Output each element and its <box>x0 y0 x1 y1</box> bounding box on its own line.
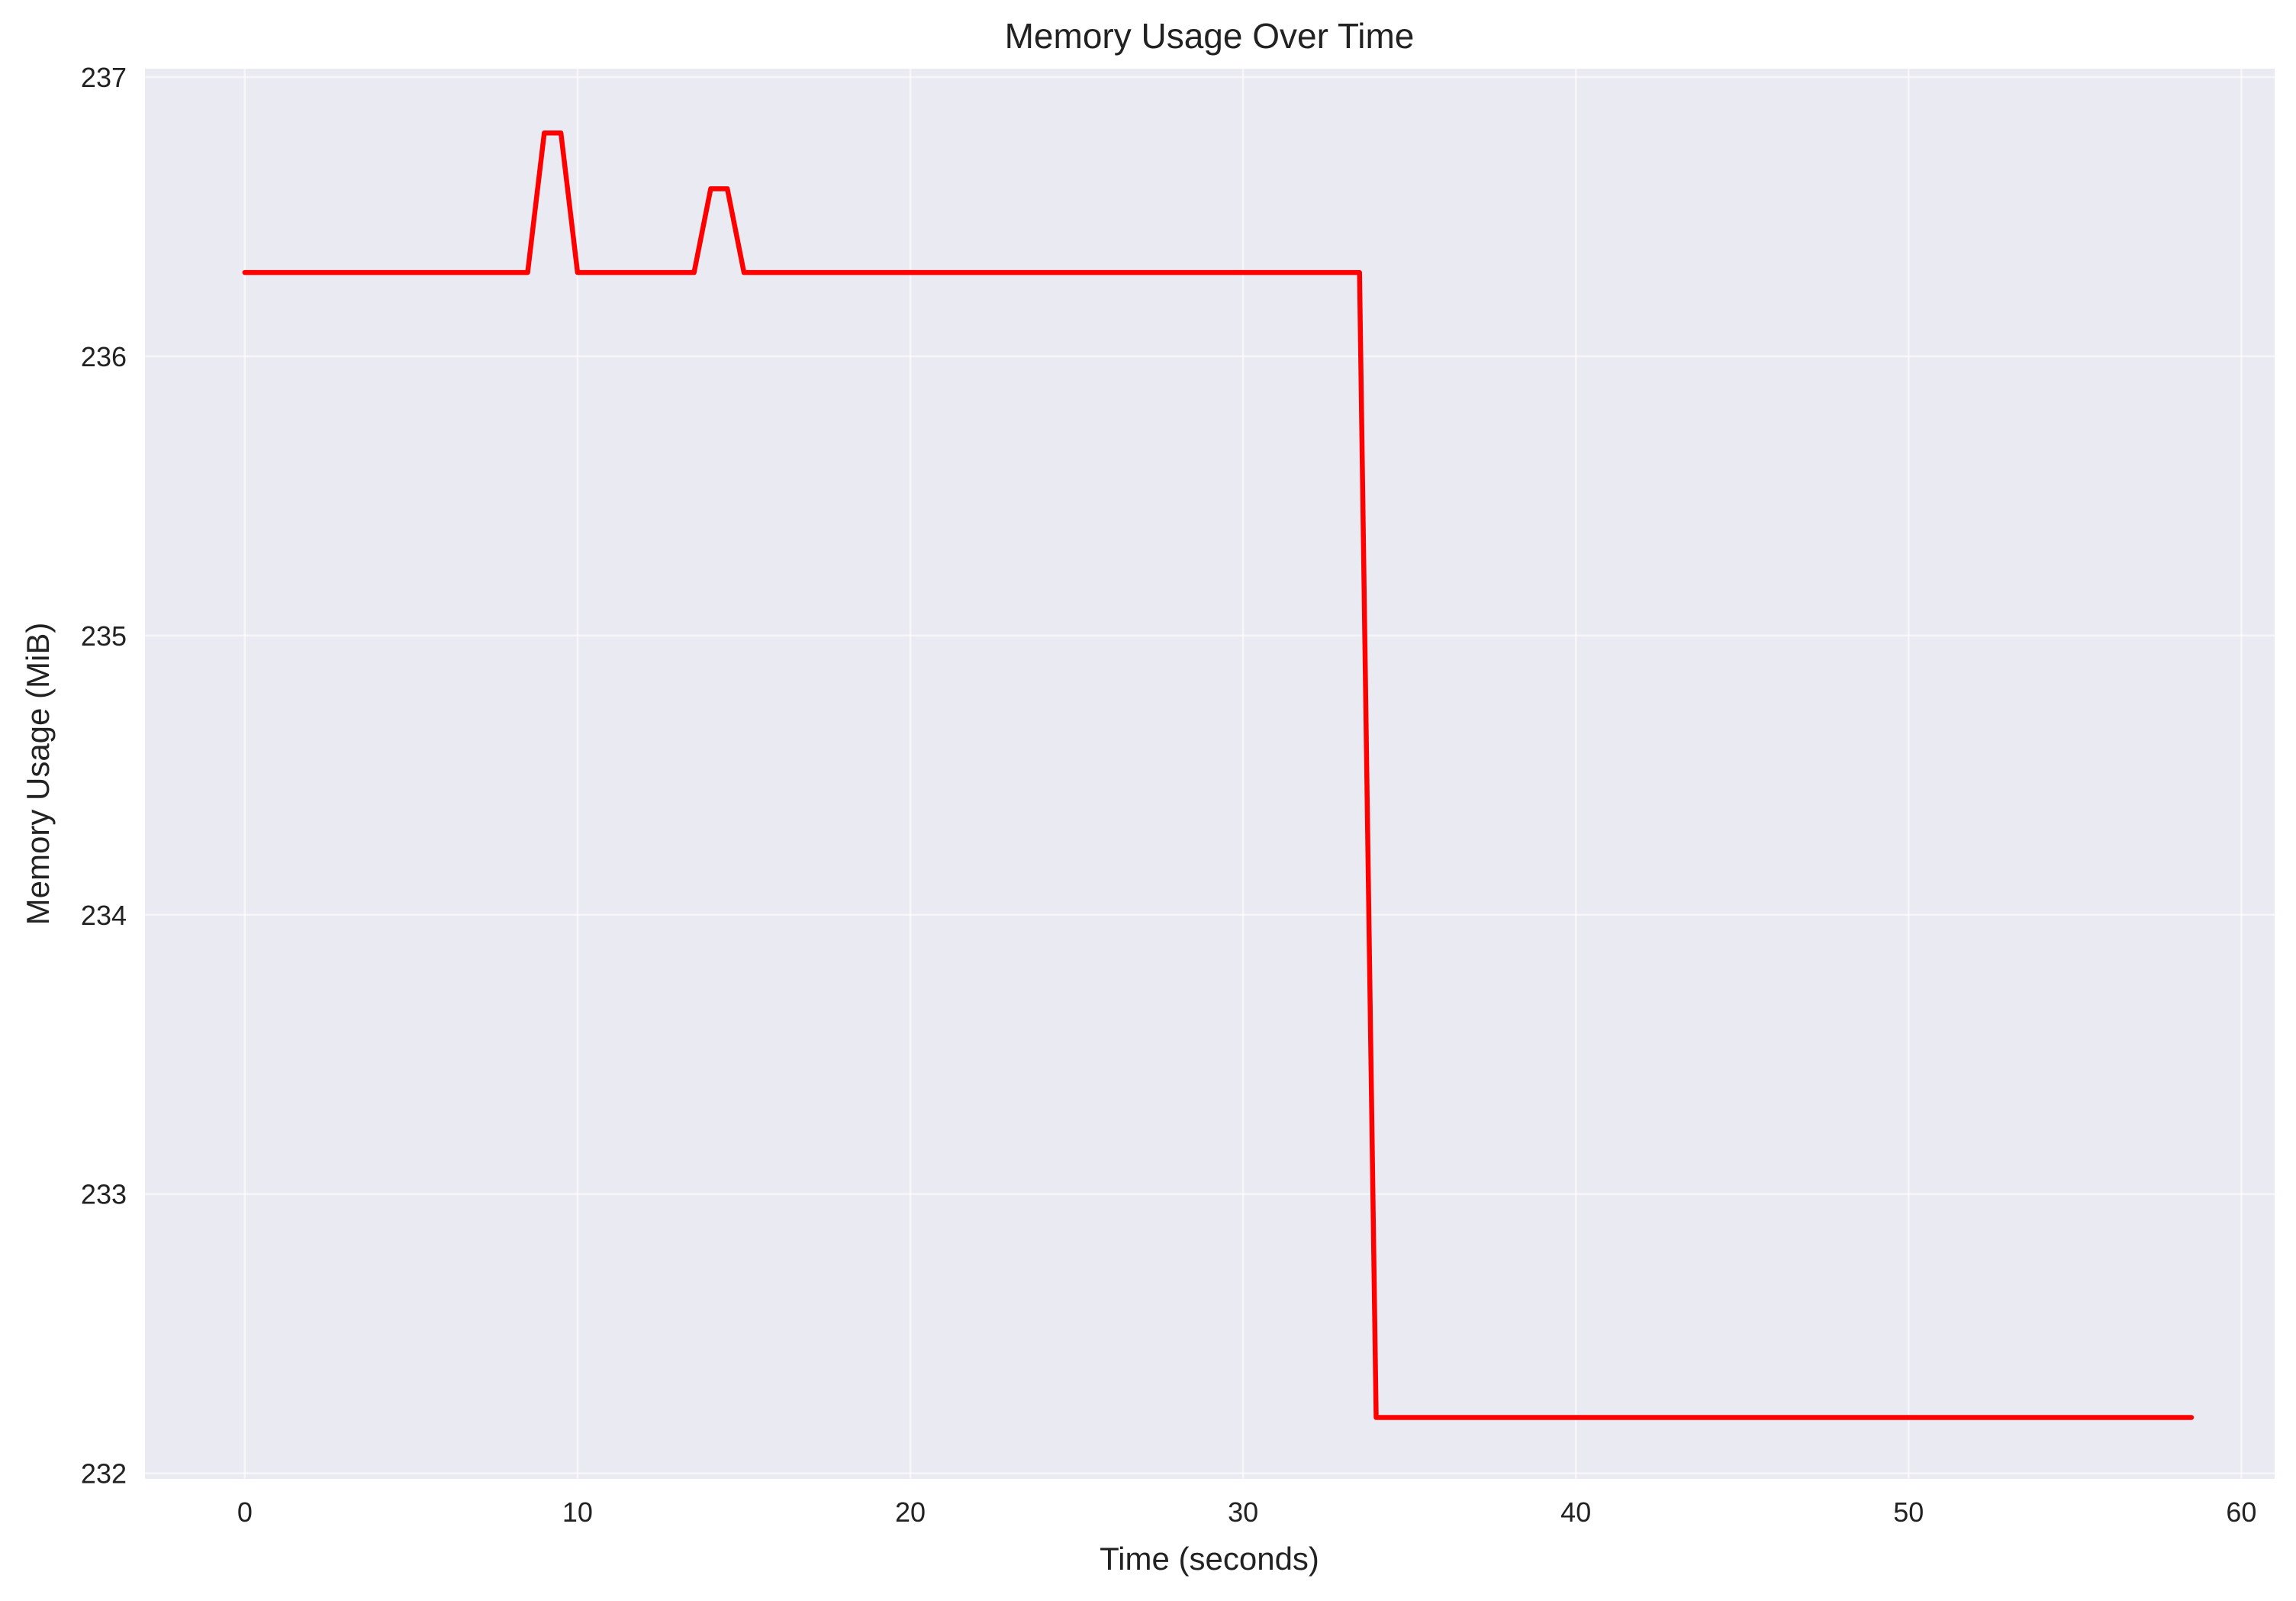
y-axis-label: Memory Usage (MiB) <box>20 623 56 926</box>
x-tick-label: 10 <box>562 1496 593 1528</box>
x-tick-label: 60 <box>2226 1496 2256 1528</box>
series-layer <box>242 130 2195 1420</box>
y-tick-label: 232 <box>81 1458 127 1490</box>
y-tick-label: 235 <box>81 620 127 652</box>
y-tick-label: 237 <box>81 62 127 93</box>
chart-title: Memory Usage Over Time <box>1005 16 1415 56</box>
x-axis-label: Time (seconds) <box>1100 1541 1319 1577</box>
y-tick-label: 233 <box>81 1179 127 1210</box>
y-tick-label: 234 <box>81 900 127 931</box>
x-tick-label: 40 <box>1560 1496 1591 1528</box>
tick-labels: 0 10 20 30 40 50 60 232 233 234 235 236 237 <box>81 62 2256 1528</box>
x-tick-label: 50 <box>1893 1496 1924 1528</box>
x-tick-label: 30 <box>1228 1496 1258 1528</box>
x-tick-label: 20 <box>895 1496 926 1528</box>
y-tick-label: 236 <box>81 341 127 372</box>
grid <box>145 69 2275 1479</box>
series-line <box>242 130 2195 1420</box>
plot-area <box>145 69 2275 1479</box>
x-tick-label: 0 <box>237 1496 253 1528</box>
